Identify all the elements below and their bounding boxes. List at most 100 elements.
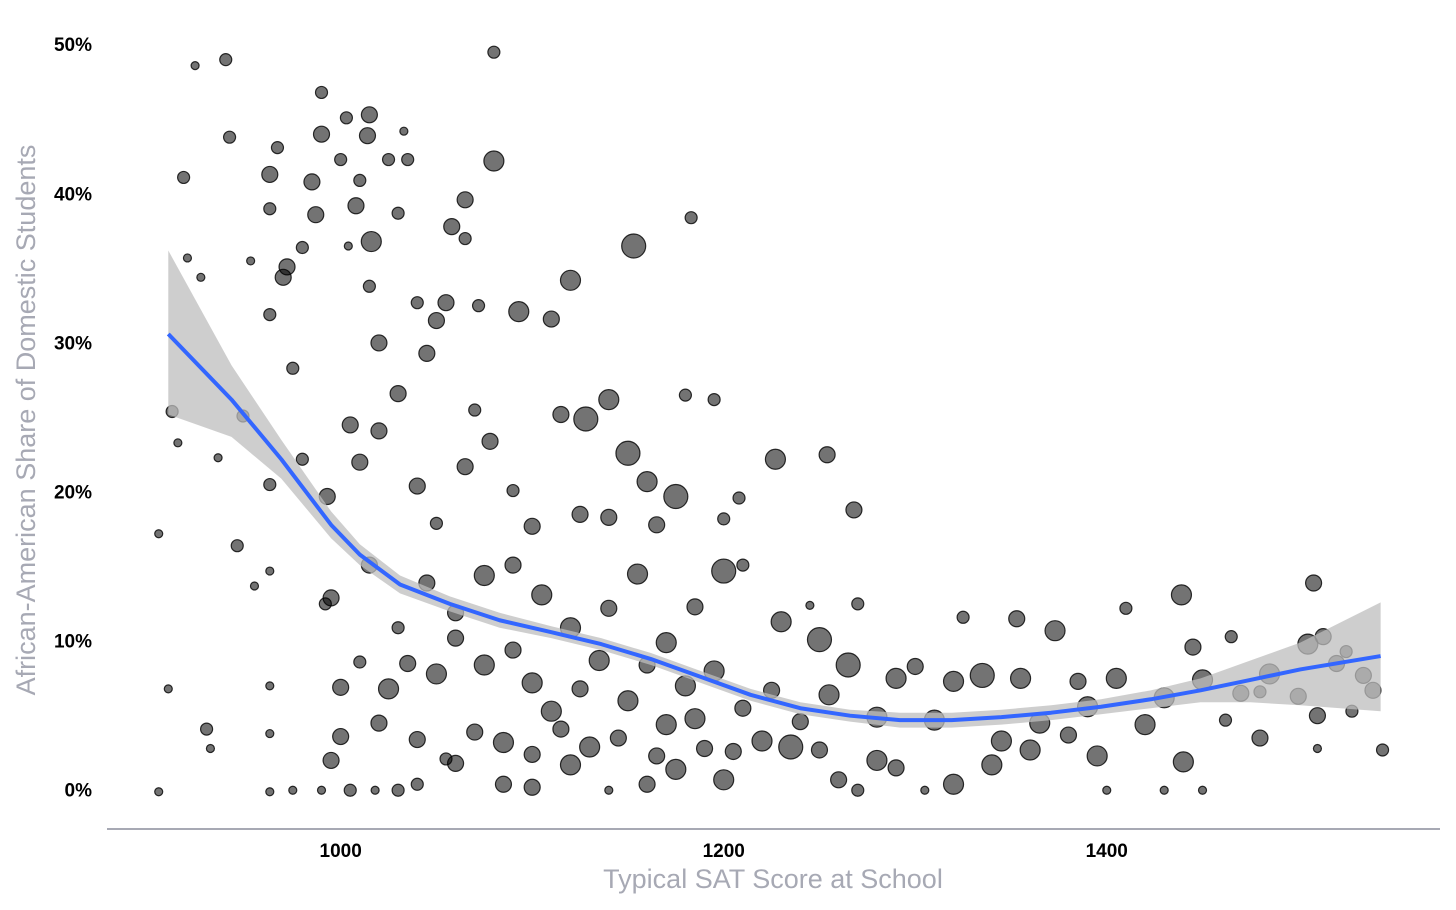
point bbox=[246, 256, 256, 266]
point bbox=[648, 516, 666, 534]
point bbox=[655, 714, 677, 736]
point bbox=[492, 731, 515, 754]
point bbox=[351, 453, 369, 471]
point bbox=[286, 361, 300, 375]
point bbox=[473, 564, 495, 587]
point bbox=[678, 388, 692, 402]
point bbox=[265, 681, 275, 691]
point bbox=[154, 529, 164, 539]
point bbox=[219, 53, 233, 67]
point bbox=[303, 173, 321, 191]
point bbox=[573, 406, 599, 432]
point bbox=[278, 258, 296, 276]
point bbox=[845, 501, 863, 519]
point bbox=[456, 458, 474, 476]
point bbox=[230, 539, 244, 553]
point bbox=[401, 152, 415, 167]
point bbox=[508, 301, 530, 323]
y-axis-title: African-American Share of Domestic Stude… bbox=[11, 145, 41, 696]
point bbox=[173, 438, 183, 448]
point bbox=[370, 785, 380, 795]
point bbox=[626, 563, 649, 585]
point bbox=[920, 785, 930, 795]
point bbox=[686, 598, 704, 616]
point bbox=[418, 344, 436, 362]
point bbox=[360, 106, 378, 124]
point bbox=[866, 749, 888, 772]
point bbox=[552, 720, 570, 738]
point bbox=[942, 773, 965, 795]
point bbox=[353, 655, 367, 669]
point bbox=[425, 663, 448, 685]
point bbox=[542, 310, 560, 328]
point bbox=[734, 699, 752, 717]
point bbox=[806, 627, 833, 653]
point bbox=[288, 785, 298, 795]
point bbox=[1086, 745, 1108, 767]
point bbox=[609, 729, 627, 747]
point bbox=[810, 741, 829, 759]
point bbox=[322, 751, 340, 770]
point bbox=[456, 191, 474, 209]
point bbox=[391, 206, 405, 220]
point bbox=[177, 170, 191, 185]
point bbox=[504, 556, 522, 574]
point bbox=[1008, 610, 1026, 628]
point bbox=[636, 470, 658, 493]
point bbox=[770, 611, 792, 633]
point bbox=[263, 202, 277, 216]
point bbox=[410, 296, 424, 310]
point bbox=[724, 742, 742, 761]
point bbox=[334, 152, 348, 167]
point bbox=[1059, 726, 1078, 744]
point bbox=[265, 787, 275, 797]
point bbox=[391, 783, 405, 797]
point bbox=[906, 657, 924, 676]
point bbox=[370, 422, 388, 440]
point bbox=[341, 416, 359, 434]
point bbox=[717, 512, 731, 526]
point bbox=[818, 446, 836, 464]
point bbox=[1069, 672, 1087, 690]
y-tick-label: 50% bbox=[54, 35, 92, 56]
point bbox=[154, 787, 164, 797]
point bbox=[559, 754, 582, 776]
point bbox=[655, 632, 677, 654]
point bbox=[362, 279, 376, 293]
point bbox=[506, 483, 520, 498]
point bbox=[446, 629, 465, 647]
point bbox=[791, 713, 809, 731]
point bbox=[339, 111, 354, 125]
confidence-band bbox=[168, 250, 1381, 728]
point bbox=[1134, 714, 1156, 736]
point bbox=[713, 769, 735, 791]
point bbox=[504, 641, 522, 659]
point bbox=[942, 670, 965, 692]
point bbox=[851, 597, 865, 611]
point bbox=[263, 308, 277, 322]
point bbox=[885, 667, 907, 690]
point bbox=[360, 230, 382, 253]
point bbox=[332, 727, 350, 746]
point bbox=[1304, 574, 1323, 592]
point bbox=[523, 778, 541, 796]
point bbox=[265, 728, 275, 739]
point bbox=[1009, 667, 1032, 690]
point bbox=[370, 714, 388, 732]
fit-line bbox=[166, 332, 1381, 723]
point bbox=[684, 211, 698, 225]
point bbox=[391, 621, 405, 635]
point bbox=[190, 61, 200, 71]
point bbox=[778, 734, 804, 760]
x-tick-label: 1400 bbox=[1086, 841, 1128, 862]
point bbox=[615, 440, 641, 466]
point bbox=[358, 127, 377, 145]
point bbox=[265, 566, 275, 576]
point bbox=[347, 197, 365, 215]
point bbox=[1044, 620, 1066, 642]
point bbox=[213, 453, 223, 463]
point bbox=[559, 269, 582, 291]
point bbox=[263, 477, 277, 492]
